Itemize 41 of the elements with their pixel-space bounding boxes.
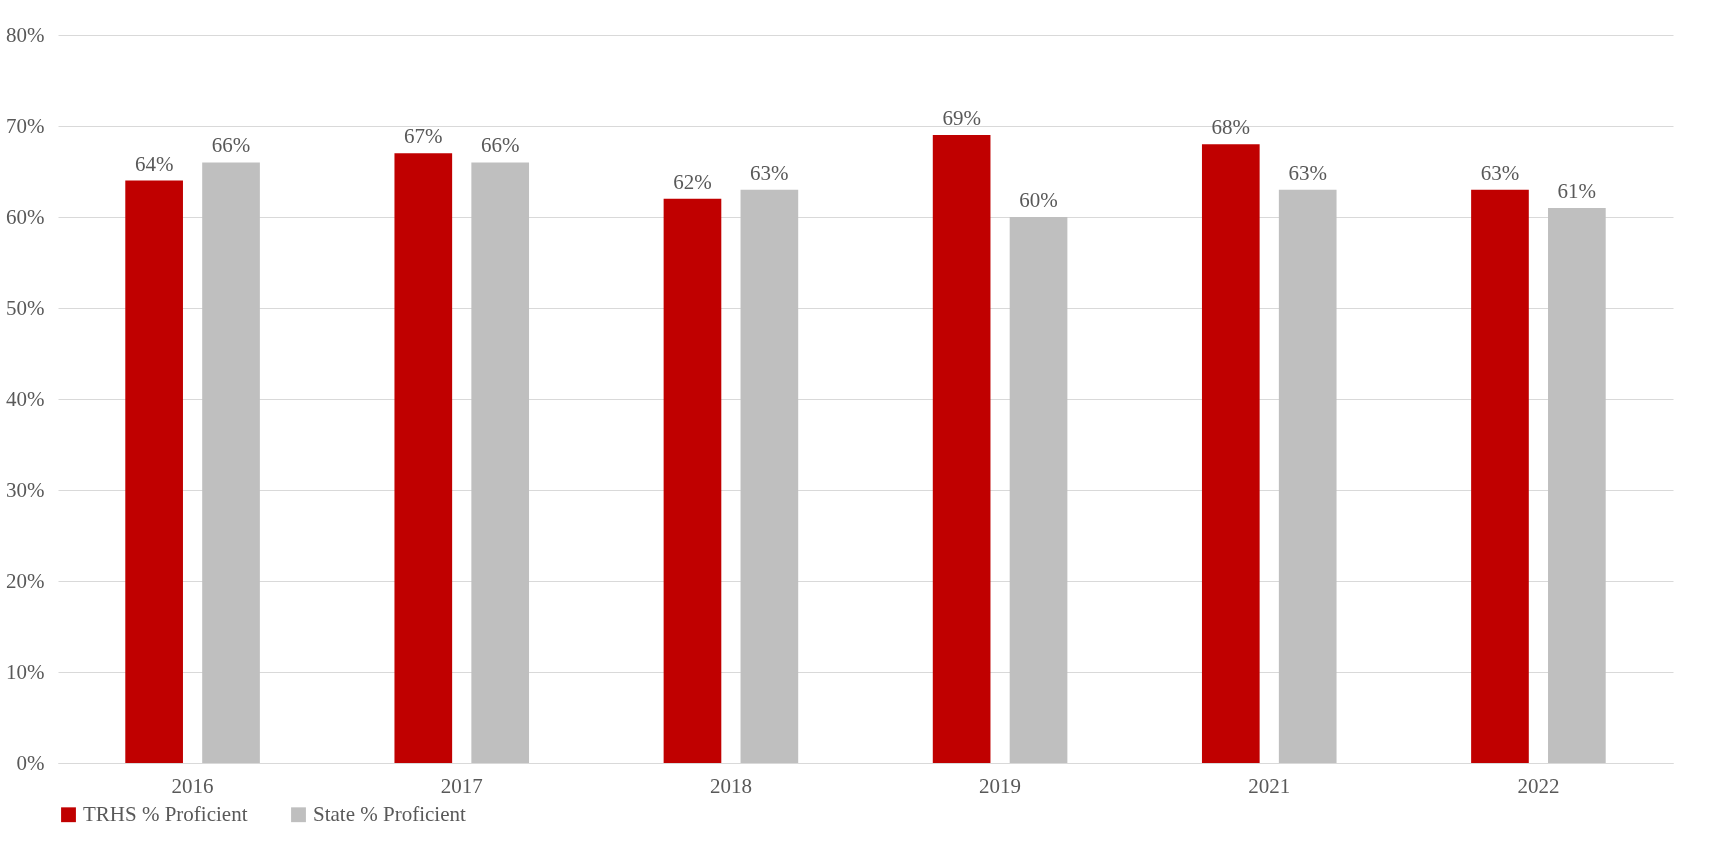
data-label: 66% [211, 133, 251, 158]
bar [1009, 217, 1068, 763]
data-label: 67% [404, 124, 443, 149]
legend-label: TRHS % Proficient [83, 801, 248, 826]
data-label: 68% [1211, 115, 1251, 140]
bar [471, 162, 530, 763]
x-tick-label: 2019 [979, 773, 1022, 798]
data-label: 60% [1019, 188, 1058, 212]
legend-label: State % Proficient [313, 801, 466, 826]
x-tick-label: 2017 [440, 773, 483, 798]
bar [1548, 207, 1606, 763]
x-tick-label: 2018 [709, 773, 752, 798]
x-tick-label: 2022 [1517, 773, 1560, 798]
bar [1278, 189, 1337, 763]
data-label: 69% [942, 106, 981, 131]
bar [932, 135, 991, 763]
bar [1201, 144, 1260, 763]
bar [740, 189, 799, 763]
y-tick-label: 50% [6, 295, 45, 320]
y-tick-label: 60% [6, 204, 45, 229]
data-label: 63% [1480, 160, 1520, 185]
bar [394, 153, 453, 763]
y-tick-label: 70% [6, 113, 45, 138]
y-tick-label: 80% [6, 22, 45, 47]
data-label: 66% [480, 133, 520, 158]
data-label: 61% [1557, 178, 1597, 203]
y-tick-label: 30% [6, 477, 45, 502]
bar [1471, 189, 1529, 763]
data-label: 63% [1288, 160, 1327, 185]
data-label: 63% [750, 160, 789, 185]
bar [663, 198, 722, 763]
data-label: 62% [673, 169, 712, 194]
bar [202, 162, 260, 763]
y-tick-label: 20% [6, 568, 45, 593]
data-label: 64% [134, 151, 174, 176]
y-tick-label: 40% [6, 386, 45, 411]
y-tick-label: 0% [16, 750, 45, 775]
x-tick-label: 2016 [171, 773, 214, 798]
y-tick-label: 10% [6, 659, 45, 684]
x-tick-label: 2021 [1248, 773, 1291, 798]
bar [125, 180, 183, 763]
